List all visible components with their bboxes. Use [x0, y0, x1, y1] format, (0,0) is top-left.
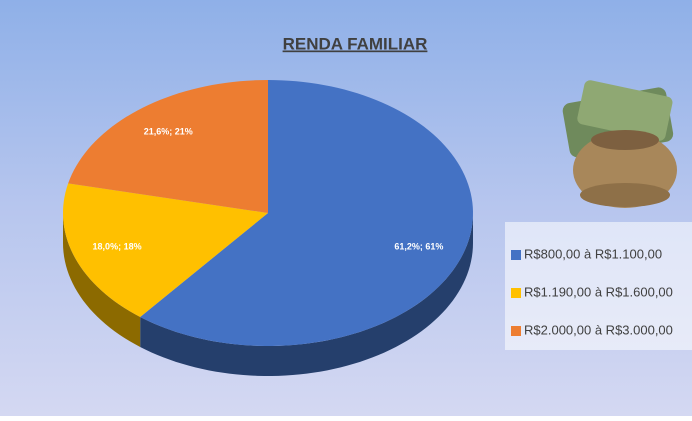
data-label: 18,0%; 18% — [93, 242, 142, 252]
slice-side — [140, 213, 474, 376]
slice — [140, 80, 473, 346]
data-label: 61,2%; 61% — [394, 242, 443, 252]
data-label: 21,6%; 21% — [144, 126, 193, 136]
legend-swatch — [511, 250, 521, 260]
legend-label: R$800,00 à R$1.100,00 — [524, 246, 662, 261]
legend-box — [505, 222, 692, 350]
legend-swatch — [511, 288, 521, 298]
legend-swatch — [511, 326, 521, 336]
legend-label: R$2.000,00 à R$3.000,00 — [524, 322, 673, 337]
slice — [68, 80, 269, 213]
money-bag-icon — [562, 80, 677, 208]
legend-label: R$1.190,00 à R$1.600,00 — [524, 284, 673, 299]
slice-side — [63, 213, 141, 347]
chart-title: RENDA FAMILIAR — [283, 34, 428, 53]
slice — [63, 183, 269, 317]
